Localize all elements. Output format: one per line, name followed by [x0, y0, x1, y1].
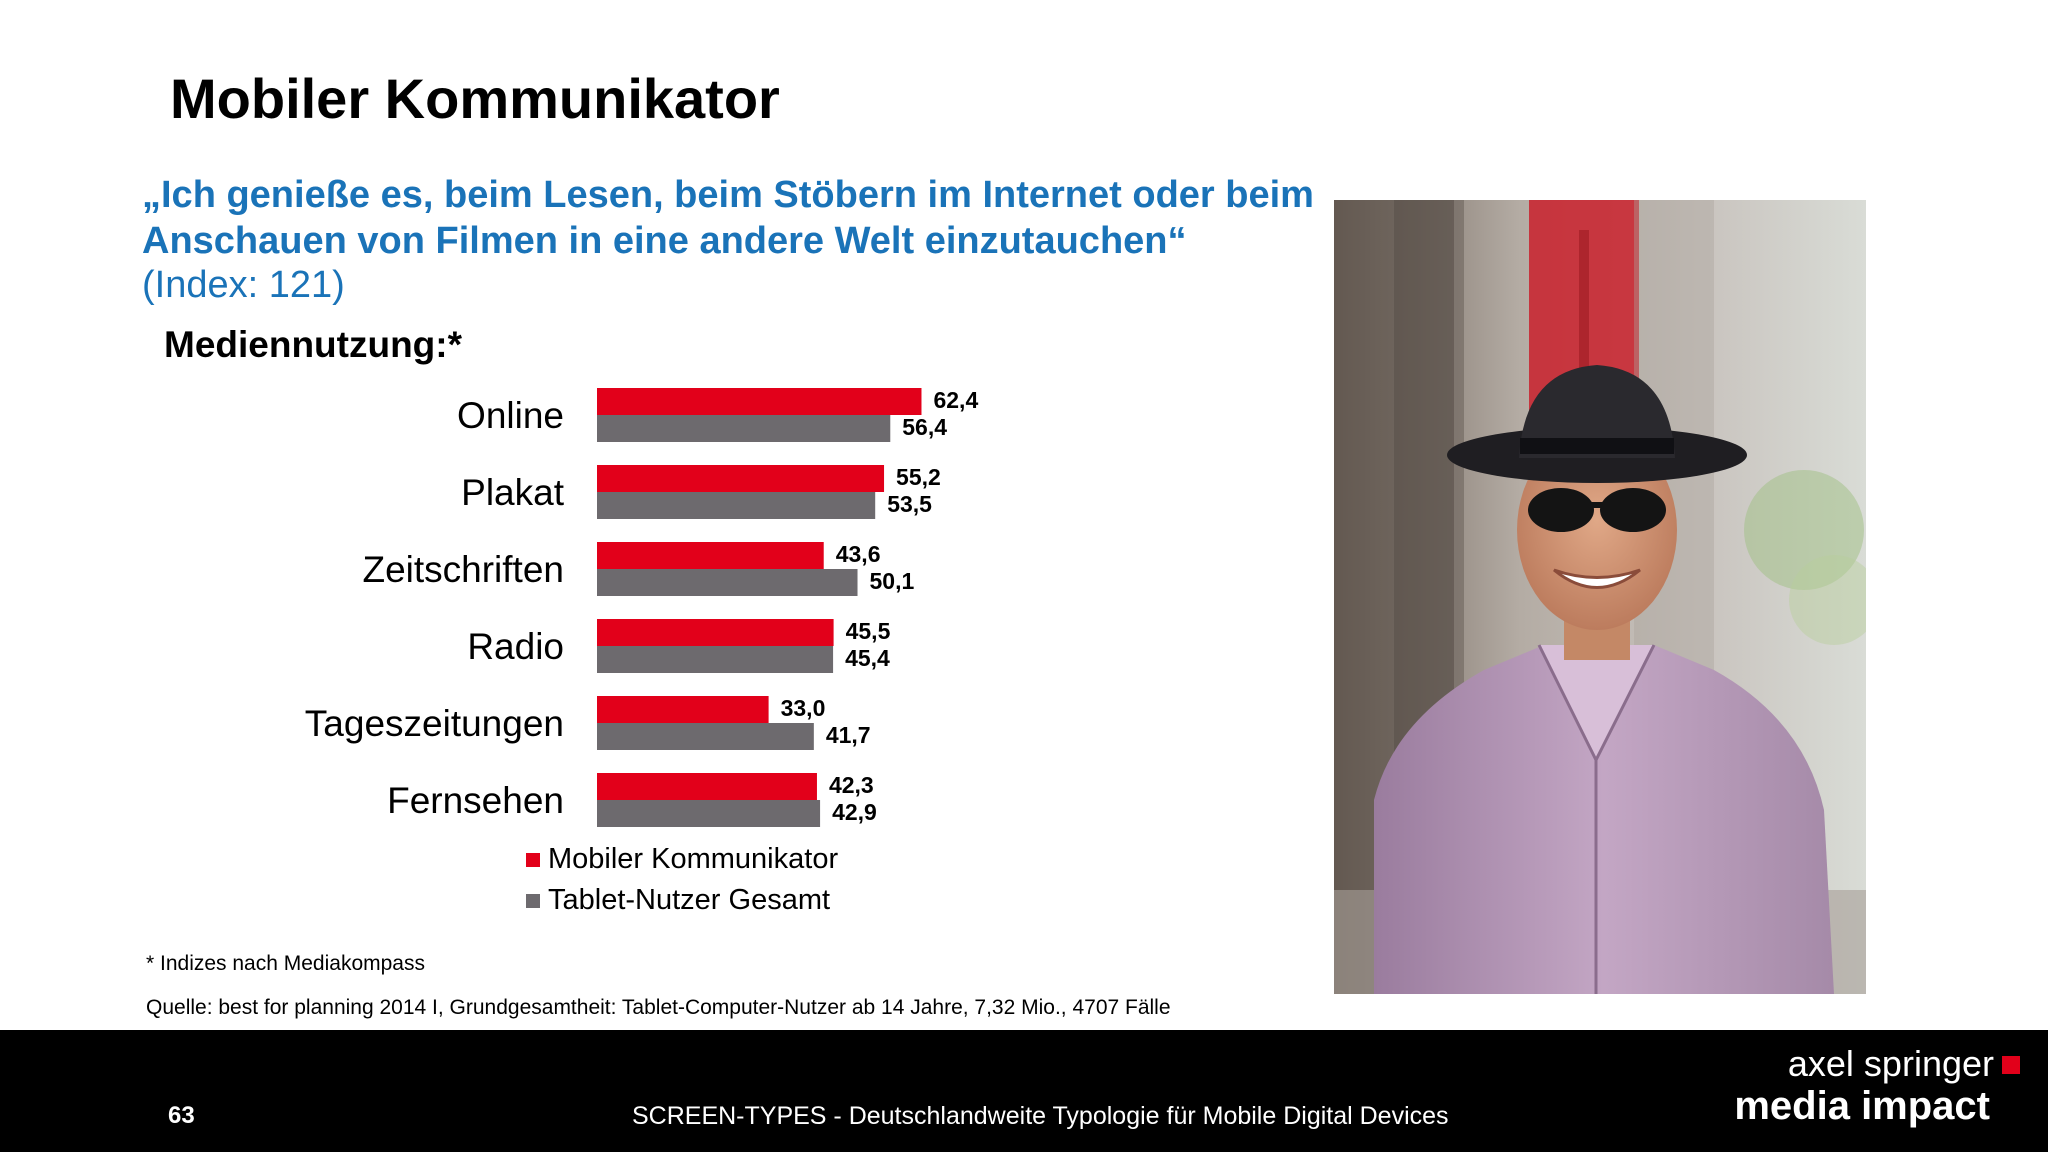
bar-mobiler-kommunikator	[597, 773, 817, 800]
data-label: 53,5	[887, 491, 932, 517]
legend-label: Tablet-Nutzer Gesamt	[548, 884, 830, 916]
category-label: Zeitschriften	[362, 549, 564, 590]
brand-line-2: media impact	[1734, 1084, 1990, 1128]
bar-mobiler-kommunikator	[597, 619, 834, 646]
data-label: 56,4	[902, 414, 947, 440]
bar-tablet-nutzer-gesamt	[597, 800, 821, 827]
category-label: Online	[457, 395, 564, 436]
bar-tablet-nutzer-gesamt	[597, 646, 834, 673]
source-note: Quelle: best for planning 2014 I, Grundg…	[146, 996, 1171, 1019]
footer-title: SCREEN-TYPES - Deutschlandweite Typologi…	[632, 1102, 1449, 1130]
bar-mobiler-kommunikator	[597, 696, 769, 723]
brand-line-1: axel springer	[1734, 1044, 2020, 1084]
bar-mobiler-kommunikator	[597, 542, 824, 569]
person-photo	[1334, 200, 1866, 994]
slide-title: Mobiler Kommunikator	[170, 67, 780, 130]
category-label: Tageszeitungen	[305, 703, 564, 744]
data-label: 42,9	[832, 799, 877, 825]
data-label: 41,7	[826, 722, 871, 748]
quote-text: „Ich genieße es, beim Lesen, beim Stöber…	[142, 174, 1314, 262]
data-label: 55,2	[896, 464, 941, 490]
media-usage-bar-chart: Online 62,456,4 Plakat 55,253,5 Zeitschrifte…	[305, 387, 979, 916]
footer-bar: 63 SCREEN-TYPES - Deutschlandweite Typol…	[0, 1030, 2048, 1152]
brand-name-text: axel springer	[1787, 1043, 1994, 1084]
data-label: 62,4	[933, 387, 978, 413]
page-number: 63	[168, 1102, 195, 1129]
bar-tablet-nutzer-gesamt	[597, 492, 876, 519]
red-square-icon	[2002, 1056, 2020, 1074]
category-label: Radio	[467, 626, 564, 667]
bar-tablet-nutzer-gesamt	[597, 569, 858, 596]
category-label: Fernsehen	[387, 780, 564, 821]
data-label: 50,1	[870, 568, 915, 594]
data-label: 43,6	[836, 541, 881, 567]
quote-index: (Index: 121)	[142, 264, 345, 306]
data-label: 45,4	[845, 645, 890, 671]
bar-tablet-nutzer-gesamt	[597, 415, 891, 442]
legend-label: Mobiler Kommunikator	[548, 843, 838, 875]
red-square-icon	[526, 853, 540, 867]
brand-logo: axel springer media impact	[1734, 1044, 2020, 1128]
data-label: 42,3	[829, 772, 874, 798]
bar-mobiler-kommunikator	[597, 388, 922, 415]
bar-tablet-nutzer-gesamt	[597, 723, 814, 750]
chart-heading: Mediennutzung:*	[164, 324, 463, 365]
footnote: * Indizes nach Mediakompass	[146, 952, 425, 975]
category-label: Plakat	[461, 472, 565, 513]
bar-mobiler-kommunikator	[597, 465, 885, 492]
data-label: 33,0	[781, 695, 826, 721]
gray-square-icon	[526, 894, 540, 908]
data-label: 45,5	[846, 618, 891, 644]
